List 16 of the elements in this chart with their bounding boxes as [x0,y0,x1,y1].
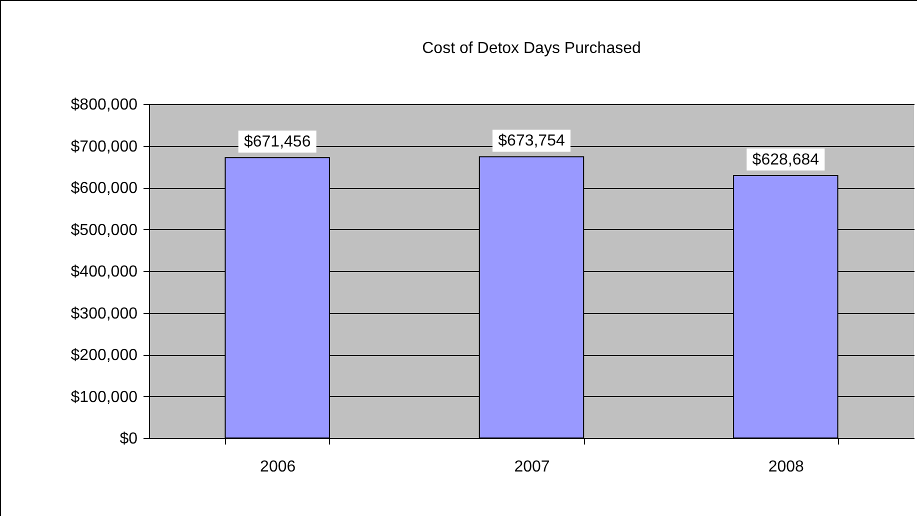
y-tick-label: $700,000 [70,138,138,156]
y-tick-label: $100,000 [70,388,138,406]
text: $628,684 [752,152,820,169]
y-tick-label: $500,000 [70,222,138,239]
text: $673,754 [498,132,565,150]
x-tick-label: 2007 [514,458,550,476]
y-tick-label: $300,000 [70,305,138,322]
chart-title: Cost of Detox Days Purchased [422,40,641,57]
y-tick-label: $800,000 [70,96,138,114]
y-tick-label: $400,000 [70,264,138,280]
y-tick-label: $0 [120,430,138,448]
x-tick-label: 2008 [768,458,804,476]
x-tick-label: 2006 [260,458,296,476]
y-tick-label: $200,000 [70,347,138,364]
y-tick-label: $600,000 [70,180,138,197]
text: $671,456 [244,134,311,151]
